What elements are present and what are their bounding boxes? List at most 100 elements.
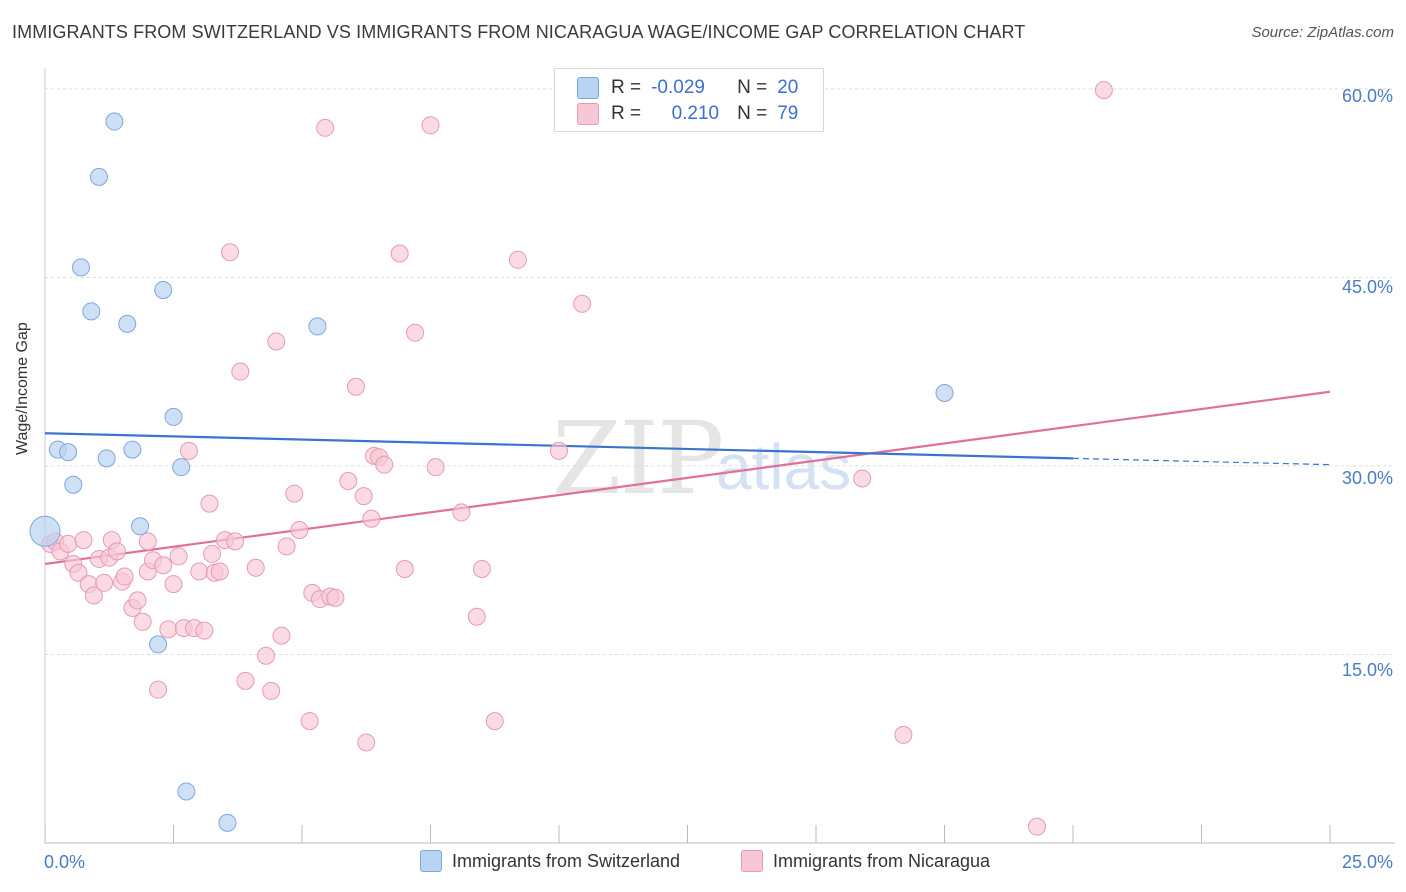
switzerland-point — [71, 258, 90, 277]
nicaragua-point — [390, 244, 409, 263]
nicaragua-point — [285, 484, 304, 503]
nicaragua-point — [115, 567, 134, 586]
source-label: Source: ZipAtlas.com — [1251, 24, 1394, 41]
switzerland-point — [105, 112, 124, 131]
nicaragua-point — [257, 646, 276, 665]
watermark-zip: ZIP — [552, 400, 724, 517]
legend-item-switzerland: Immigrants from Switzerland — [420, 850, 680, 872]
nicaragua-point — [354, 487, 373, 506]
nicaragua-point — [69, 563, 88, 582]
nicaragua-point — [472, 559, 491, 578]
nicaragua-point — [316, 118, 335, 137]
switzerland-point — [172, 458, 191, 477]
r-value: 0.210 — [671, 103, 720, 124]
switzerland-point — [177, 782, 196, 801]
nicaragua-point — [74, 531, 93, 550]
switzerland-point — [154, 280, 173, 299]
nicaragua-point — [326, 588, 345, 607]
nicaragua-point — [362, 509, 381, 528]
switzerland-swatch — [577, 77, 599, 99]
switzerland-point — [59, 443, 78, 462]
nicaragua-point — [133, 612, 152, 631]
y-tick-label: 45.0% — [1341, 277, 1393, 297]
nicaragua-point — [107, 542, 126, 561]
nicaragua-point — [154, 556, 173, 575]
nicaragua-point — [573, 294, 592, 313]
switzerland-point — [82, 302, 101, 321]
nicaragua-point — [190, 562, 209, 581]
switzerland-point — [97, 449, 116, 468]
nicaragua-point — [426, 458, 445, 477]
n-value: 20 — [777, 77, 799, 98]
nicaragua-point — [346, 377, 365, 396]
nicaragua-point — [894, 725, 913, 744]
nicaragua-point — [406, 323, 425, 342]
switzerland-point — [64, 475, 83, 494]
nicaragua-point — [226, 532, 245, 551]
switzerland-trend-extension — [1072, 457, 1331, 466]
switzerland-point — [149, 635, 168, 654]
nicaragua-point — [452, 503, 471, 522]
switzerland-point — [29, 515, 61, 547]
nicaragua-point — [300, 712, 319, 731]
n-label: N = — [737, 77, 768, 98]
watermark-atlas: atlas — [716, 431, 852, 503]
stats-row-nicaragua: R = 0.210 N = 79 — [577, 101, 798, 127]
y-tick-label: 30.0% — [1341, 468, 1393, 488]
r-label: R = — [611, 77, 642, 98]
nicaragua-point — [200, 494, 219, 513]
switzerland-point — [164, 407, 183, 426]
switzerland-point — [935, 384, 954, 403]
chart-title: IMMIGRANTS FROM SWITZERLAND VS IMMIGRANT… — [12, 22, 1026, 42]
legend-label: Immigrants from Switzerland — [452, 850, 681, 871]
nicaragua-point — [195, 621, 214, 640]
nicaragua-point — [550, 441, 568, 460]
nicaragua-point — [159, 620, 178, 639]
n-value: 79 — [777, 103, 799, 124]
nicaragua-point — [267, 332, 286, 351]
nicaragua-point — [357, 733, 376, 752]
switzerland-point — [131, 517, 150, 536]
r-value: -0.029 — [651, 77, 705, 98]
nicaragua-point — [246, 558, 265, 577]
switzerland-point — [118, 314, 137, 333]
nicaragua-point — [272, 626, 291, 645]
nicaragua-point — [164, 575, 183, 594]
nicaragua-trend-line — [44, 390, 1331, 566]
nicaragua-point — [210, 562, 229, 581]
nicaragua-point — [277, 537, 296, 556]
y-tick-label: 15.0% — [1341, 660, 1393, 680]
nicaragua-point — [138, 532, 157, 551]
nicaragua-point — [290, 521, 309, 540]
stats-row-switzerland: R = -0.029 N = 20 — [577, 75, 798, 101]
nicaragua-point — [262, 681, 281, 700]
nicaragua-point — [339, 472, 358, 491]
nicaragua-swatch — [577, 103, 599, 125]
nicaragua-point — [59, 534, 78, 553]
nicaragua-point — [421, 116, 440, 135]
nicaragua-point — [236, 671, 255, 690]
y-axis-label: Wage/Income Gap — [14, 322, 31, 455]
n-label: N = — [737, 103, 768, 124]
x-tick-label: 25.0% — [1341, 852, 1393, 872]
x-tick-label: 0.0% — [44, 852, 86, 872]
nicaragua-point — [1094, 81, 1113, 100]
switzerland-point — [123, 440, 142, 459]
r-label: R = — [611, 103, 642, 124]
nicaragua-point — [231, 362, 250, 381]
nicaragua-point — [169, 547, 188, 566]
nicaragua-point — [485, 712, 504, 731]
nicaragua-point — [149, 680, 168, 699]
switzerland-point — [308, 317, 327, 336]
switzerland-point — [218, 813, 237, 832]
legend-label: Immigrants from Nicaragua — [773, 850, 991, 871]
nicaragua-point — [508, 250, 527, 269]
stats-legend: R = -0.029 N = 20 R = 0.210 N = 79 — [554, 68, 824, 132]
switzerland-point — [89, 167, 108, 186]
nicaragua-point — [375, 455, 394, 474]
switzerland-legend-swatch — [420, 850, 442, 872]
y-tick-label: 60.0% — [1341, 86, 1393, 106]
nicaragua-point — [203, 544, 222, 563]
legend-item-nicaragua: Immigrants from Nicaragua — [741, 850, 990, 872]
